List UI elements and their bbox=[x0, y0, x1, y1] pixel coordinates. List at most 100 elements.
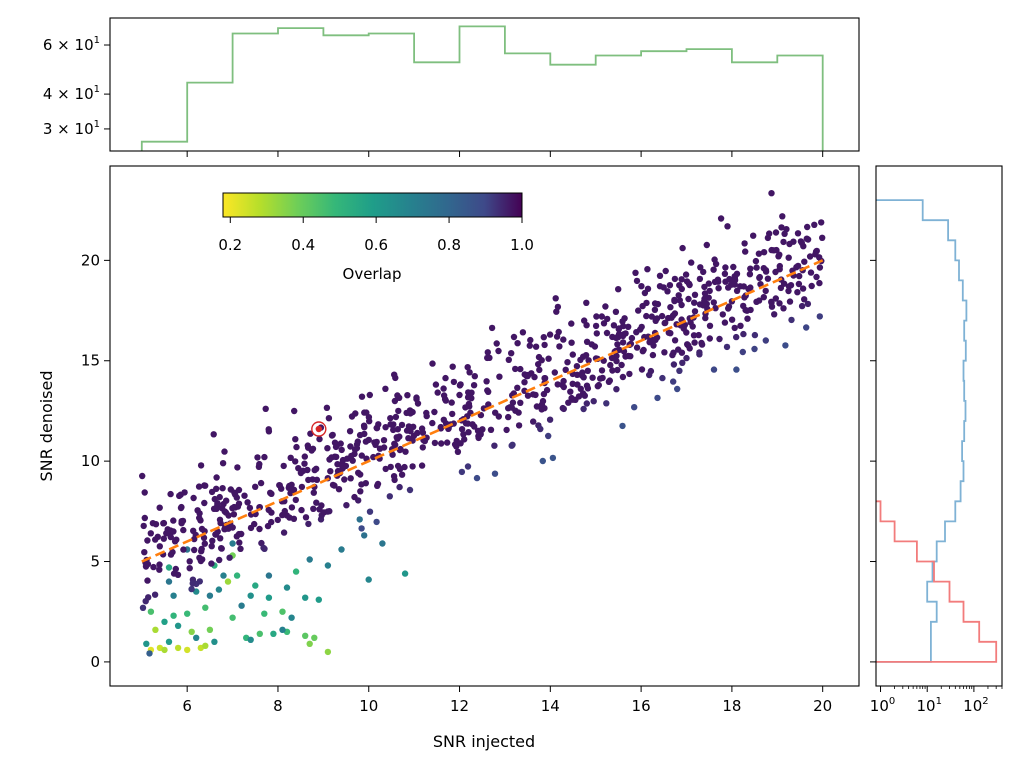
scatter-point bbox=[701, 283, 708, 291]
scatter-point bbox=[178, 518, 185, 525]
scatter-point bbox=[762, 337, 769, 344]
scatter-point bbox=[255, 463, 263, 470]
scatter-point bbox=[602, 303, 609, 310]
scatter-point bbox=[147, 530, 154, 537]
scatter-point bbox=[540, 334, 547, 341]
scatter-point bbox=[290, 515, 298, 522]
scatter-point bbox=[380, 437, 388, 444]
scatter-point bbox=[335, 486, 343, 493]
scatter-point bbox=[431, 408, 438, 416]
scatter-point bbox=[740, 330, 747, 338]
scatter-point bbox=[343, 502, 350, 509]
scatter-point bbox=[382, 385, 389, 392]
scatter-point bbox=[390, 426, 397, 434]
scatter-point bbox=[196, 510, 203, 517]
scatter-point bbox=[654, 394, 661, 402]
scatter-point bbox=[517, 399, 524, 406]
scatter-point bbox=[256, 630, 263, 637]
scatter-point bbox=[744, 315, 751, 322]
scatter-point bbox=[530, 418, 537, 425]
scatter-point bbox=[280, 529, 288, 536]
scatter-point bbox=[760, 249, 768, 256]
scatter-point bbox=[691, 339, 698, 346]
top-histogram-frame bbox=[109, 17, 860, 152]
scatter-point bbox=[288, 481, 295, 488]
scatter-point bbox=[536, 366, 543, 374]
scatter-point bbox=[398, 471, 406, 478]
scatter-point bbox=[310, 489, 317, 496]
scatter-point bbox=[198, 548, 205, 555]
scatter-point bbox=[538, 401, 546, 408]
scatter-point bbox=[311, 466, 318, 474]
scatter-point bbox=[613, 386, 620, 393]
scatter-point bbox=[324, 445, 331, 452]
scatter-point bbox=[180, 526, 187, 534]
scatter-point bbox=[449, 363, 456, 370]
scatter-point bbox=[569, 351, 576, 358]
scatter-point bbox=[251, 520, 258, 528]
x-tick-label: 8 bbox=[273, 697, 283, 715]
scatter-point bbox=[666, 282, 674, 289]
scatter-point bbox=[779, 213, 786, 220]
scatter-point bbox=[554, 303, 562, 311]
scatter-point bbox=[647, 367, 655, 375]
scatter-point bbox=[575, 393, 583, 400]
scatter-point bbox=[768, 246, 775, 254]
scatter-point bbox=[274, 516, 281, 524]
scatter-point bbox=[671, 337, 679, 344]
scatter-point bbox=[678, 285, 685, 293]
scatter-point bbox=[531, 373, 538, 381]
scatter-point bbox=[213, 485, 220, 492]
scatter-point bbox=[796, 272, 803, 280]
scatter-point bbox=[224, 578, 232, 585]
scatter-point bbox=[679, 359, 686, 366]
y-tick-label: 5 bbox=[90, 553, 100, 571]
scatter-point bbox=[279, 626, 286, 633]
scatter-point bbox=[432, 381, 440, 388]
scatter-point bbox=[374, 480, 382, 488]
scatter-point bbox=[365, 576, 372, 583]
scatter-point bbox=[316, 435, 323, 443]
scatter-point bbox=[229, 540, 236, 547]
scatter-point bbox=[213, 505, 220, 512]
scatter-point bbox=[762, 287, 769, 295]
scatter-point bbox=[751, 331, 759, 339]
scatter-point bbox=[170, 570, 178, 577]
scatter-point bbox=[235, 530, 243, 538]
scatter-point bbox=[265, 572, 273, 579]
scatter-point bbox=[678, 276, 685, 283]
scatter-point bbox=[794, 230, 802, 237]
scatter-point bbox=[454, 448, 462, 455]
scatter-point bbox=[801, 296, 808, 303]
scatter-point bbox=[539, 457, 546, 465]
scatter-point bbox=[464, 463, 472, 470]
scatter-point bbox=[267, 489, 274, 496]
scatter-point bbox=[583, 400, 590, 407]
scatter-point bbox=[188, 628, 195, 635]
scatter-point bbox=[288, 504, 296, 511]
scatter-point bbox=[564, 359, 571, 366]
scatter-point bbox=[682, 271, 690, 278]
scatter-point bbox=[306, 556, 313, 563]
scatter-point bbox=[196, 578, 203, 585]
right-x-tick-label: 101 bbox=[916, 696, 941, 715]
scatter-point bbox=[156, 543, 163, 550]
scatter-point bbox=[401, 570, 409, 577]
scatter-point bbox=[450, 378, 458, 386]
scatter-point bbox=[670, 349, 677, 356]
scatter-point bbox=[583, 382, 591, 389]
scatter-point bbox=[569, 396, 576, 403]
scatter-point bbox=[794, 289, 801, 296]
scatter-point bbox=[382, 424, 389, 431]
scatter-point bbox=[651, 300, 659, 307]
scatter-point bbox=[453, 437, 460, 445]
scatter-point bbox=[641, 289, 649, 297]
scatter-point bbox=[191, 535, 198, 543]
scatter-point bbox=[324, 648, 332, 656]
scatter-point bbox=[229, 505, 236, 512]
scatter-point bbox=[764, 275, 772, 282]
scatter-point bbox=[290, 486, 298, 493]
scatter-point bbox=[236, 539, 243, 546]
scatter-point bbox=[818, 219, 825, 226]
scatter-point bbox=[742, 248, 749, 255]
